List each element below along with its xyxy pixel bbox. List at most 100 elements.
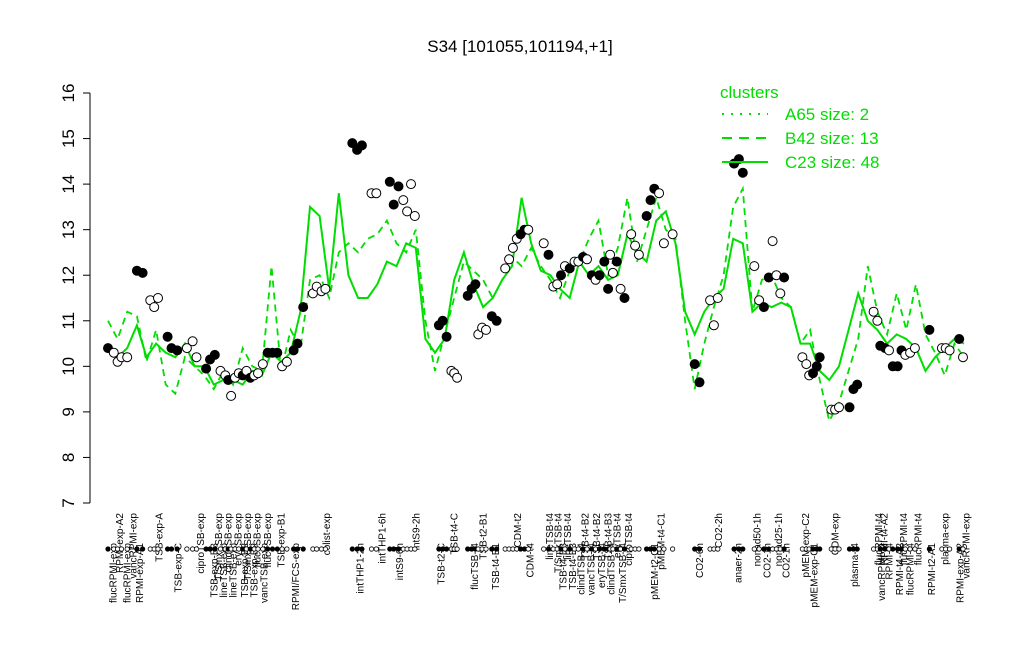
rug-dot	[168, 546, 175, 552]
data-point-filled	[172, 345, 183, 356]
chart-title: S34 [101055,101194,+1]	[427, 37, 612, 56]
data-point-filled	[641, 211, 652, 221]
data-point-open	[253, 368, 263, 379]
rug-dot	[359, 546, 365, 552]
x-tick-label: pMEM-exp-C1	[809, 543, 820, 608]
data-point-open	[191, 352, 202, 363]
data-point-filled	[892, 361, 903, 372]
data-point-open	[712, 293, 723, 303]
rug-dot	[193, 546, 200, 552]
rug-dot	[265, 546, 271, 552]
data-point-filled	[852, 379, 863, 390]
x-tick-label: RPMI-t4	[884, 543, 895, 580]
rug-dot	[926, 546, 933, 552]
rug-dot	[731, 546, 737, 552]
data-point-filled	[298, 302, 309, 313]
data-point-filled	[814, 352, 825, 363]
x-tick-label: TSB-t4-B3	[568, 543, 579, 590]
data-point-open	[538, 238, 549, 249]
data-point-filled	[594, 270, 605, 281]
y-tick-label: 10	[59, 357, 78, 376]
x-tick-label: flucTSB-exp	[253, 513, 264, 568]
data-point-open	[226, 390, 237, 401]
data-point-filled	[384, 176, 395, 187]
data-point-filled	[694, 377, 705, 388]
x-tick-label: clindTSB-exp	[224, 513, 235, 573]
data-point-open	[633, 249, 644, 260]
data-point-open	[667, 229, 678, 240]
data-point-open	[409, 211, 420, 221]
rug-dot	[294, 546, 301, 552]
x-tick-label: TSB-exp-B3	[209, 543, 220, 598]
data-point-open	[500, 263, 511, 274]
rug-dot	[300, 546, 306, 552]
x-tick-label: intTHP1-2h	[355, 543, 366, 594]
rug-dot	[395, 546, 402, 552]
rug-dot	[260, 546, 266, 552]
x-tick-label: nonad50-1h	[753, 513, 764, 566]
rug-dot	[134, 546, 140, 552]
data-point-open	[626, 229, 637, 240]
data-point-filled	[811, 361, 822, 372]
y-tick-label: 8	[59, 453, 78, 462]
data-point-filled	[272, 347, 283, 358]
rug-dot	[656, 546, 662, 552]
rug-dot	[368, 546, 375, 552]
y-axis: 7 8 9 10 11 12 13 14 15 16	[59, 84, 91, 508]
rug-dot	[575, 546, 581, 552]
x-tick-label: RPMI/FCS-exp	[291, 543, 302, 611]
data-point-filled	[844, 402, 855, 413]
x-tick-label: ciproTSB-t4	[624, 513, 635, 566]
data-point-open	[754, 295, 765, 306]
data-point-open	[281, 356, 292, 367]
rug-dot	[274, 546, 280, 552]
data-point-open	[884, 345, 894, 356]
x-tick-label: TSB-t4-B1	[491, 543, 502, 590]
marker-layer	[103, 138, 968, 415]
rug-dot	[584, 546, 590, 552]
data-point-open	[607, 267, 618, 278]
data-point-filled	[356, 140, 367, 151]
rug-dot	[489, 546, 495, 552]
data-point-filled	[779, 272, 790, 283]
x-tick-label: T/SmxTSB-t4	[618, 543, 629, 603]
data-point-open	[872, 315, 883, 326]
rug-dot	[354, 546, 360, 552]
x-tick-label: lineTSB-t4	[545, 513, 556, 560]
data-point-filled	[758, 302, 769, 313]
legend-entries: A65 size: 2 B42 size: 13 C23 size: 48	[722, 105, 880, 172]
data-point-filled	[470, 279, 481, 290]
x-tick-label: lineTSB-t4	[563, 513, 574, 560]
x-tick-label: intTHP1-6h	[378, 513, 389, 564]
data-point-open	[868, 306, 879, 317]
data-point-filled	[347, 138, 358, 149]
x-tick-label: vancRPMI-exp	[961, 513, 972, 579]
rug-dot	[217, 546, 224, 552]
x-tick-label: CDM-t4	[526, 543, 537, 578]
y-tick-label: 7	[59, 498, 78, 507]
x-axis-labels: flucRPMI-expRPMI-exp-A2flucRPMI-expvancR…	[108, 513, 972, 611]
legend: clusters A65 size: 2 B42 size: 13 C23 size…	[720, 83, 880, 172]
rug-dot	[960, 546, 966, 552]
data-point-open	[523, 224, 534, 235]
data-point-open	[909, 343, 920, 354]
data-point-open	[834, 402, 844, 413]
legend-title: clusters	[720, 83, 779, 102]
x-tick-label: TSB-t2-C	[436, 543, 447, 585]
x-tick-label: nonad25-1h	[774, 513, 785, 566]
rug-dot	[391, 546, 397, 552]
data-point-open	[552, 279, 563, 290]
x-tick-label: TSB-t4-B3	[558, 543, 569, 590]
rug-dot	[279, 546, 285, 552]
x-tick-label: pMEM-t2-C1	[650, 543, 661, 600]
rug-dot	[692, 546, 698, 552]
y-tick-label: 15	[59, 129, 78, 148]
data-point-open	[767, 236, 778, 247]
x-tick-label: TSB-t4-B3	[604, 513, 615, 560]
data-point-filled	[619, 293, 630, 303]
data-point-filled	[441, 331, 452, 342]
y-tick-label: 11	[59, 312, 78, 330]
rug-dot	[902, 546, 908, 552]
x-tick-label: intS9-6h	[395, 543, 406, 580]
data-point-open	[149, 302, 160, 313]
